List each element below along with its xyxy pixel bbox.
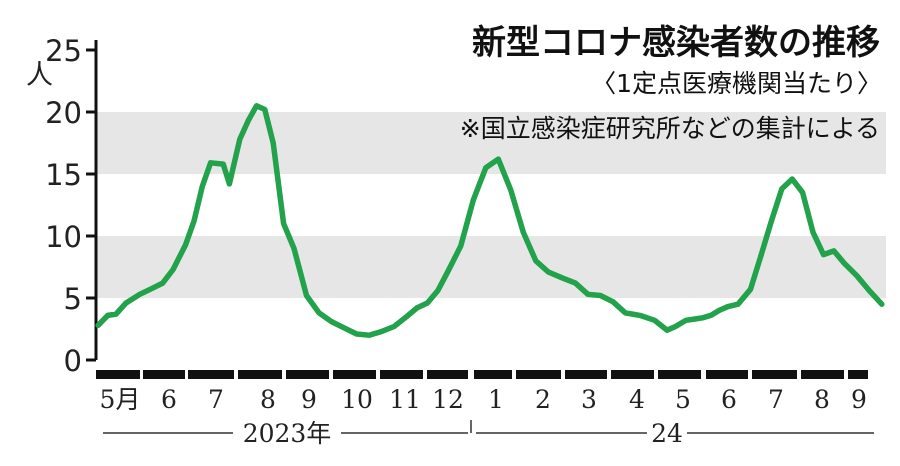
month-segment <box>286 370 329 379</box>
chart-subtitle: 〈1定点医療機関当たり〉 <box>591 69 882 98</box>
year-label: 2023年 <box>243 419 332 448</box>
y-tick-label: 15 <box>45 158 82 192</box>
month-segment <box>658 370 701 379</box>
chart-title: 新型コロナ感染者数の推移 <box>472 23 880 63</box>
year-label: 24 <box>651 419 683 448</box>
month-label: 7 <box>768 385 784 414</box>
y-tick-labels: 0 5 10 15 20 25 <box>45 34 82 378</box>
month-label: 9 <box>851 385 867 414</box>
x-axis-months: 5月 6 7 8 9 10 11 12 1 2 3 4 5 6 7 8 9 <box>96 370 868 414</box>
month-segment <box>752 370 797 379</box>
y-tick-label: 5 <box>64 282 82 316</box>
month-segment <box>516 370 561 379</box>
month-segment <box>565 370 607 379</box>
y-tick-label: 0 <box>64 344 82 378</box>
month-segment <box>427 370 468 379</box>
month-segment <box>801 370 844 379</box>
month-segment <box>380 370 423 379</box>
shaded-band-0 <box>96 236 886 298</box>
month-label: 6 <box>161 385 177 414</box>
month-label: 4 <box>629 385 645 414</box>
month-segment <box>611 370 654 379</box>
month-segment <box>706 370 748 379</box>
month-segment <box>238 370 282 379</box>
source-note: ※国立感染症研究所などの集計による <box>460 114 880 143</box>
month-label: 7 <box>208 385 224 414</box>
month-segment <box>188 370 234 379</box>
year-labels: 2023年 24 <box>103 419 874 448</box>
series-line <box>95 103 885 338</box>
month-segment <box>96 370 140 379</box>
month-label: 5月 <box>100 385 141 414</box>
axes <box>86 40 98 362</box>
month-label: 3 <box>581 385 597 414</box>
month-label: 1 <box>488 385 504 414</box>
month-label: 6 <box>721 385 737 414</box>
series-line-1 <box>758 176 885 307</box>
month-label: 2 <box>535 385 551 414</box>
shaded-bands <box>96 112 886 298</box>
month-segment <box>474 370 512 379</box>
month-label: 11 <box>389 385 421 414</box>
month-label: 8 <box>260 385 276 414</box>
year-label-bg <box>647 420 687 446</box>
y-tick-label: 10 <box>45 220 82 254</box>
month-label: 10 <box>341 385 373 414</box>
series-line-0 <box>95 103 764 338</box>
month-label: 8 <box>814 385 830 414</box>
year-label-bg <box>233 420 341 446</box>
y-unit-label: 人 <box>26 60 53 91</box>
month-segment <box>143 370 185 379</box>
y-tick-label: 25 <box>45 34 82 68</box>
month-label: 9 <box>301 385 317 414</box>
month-segment <box>333 370 376 379</box>
y-tick-label: 20 <box>45 96 82 130</box>
month-label: 5 <box>675 385 691 414</box>
month-segment <box>848 370 868 379</box>
month-label: 12 <box>432 385 464 414</box>
